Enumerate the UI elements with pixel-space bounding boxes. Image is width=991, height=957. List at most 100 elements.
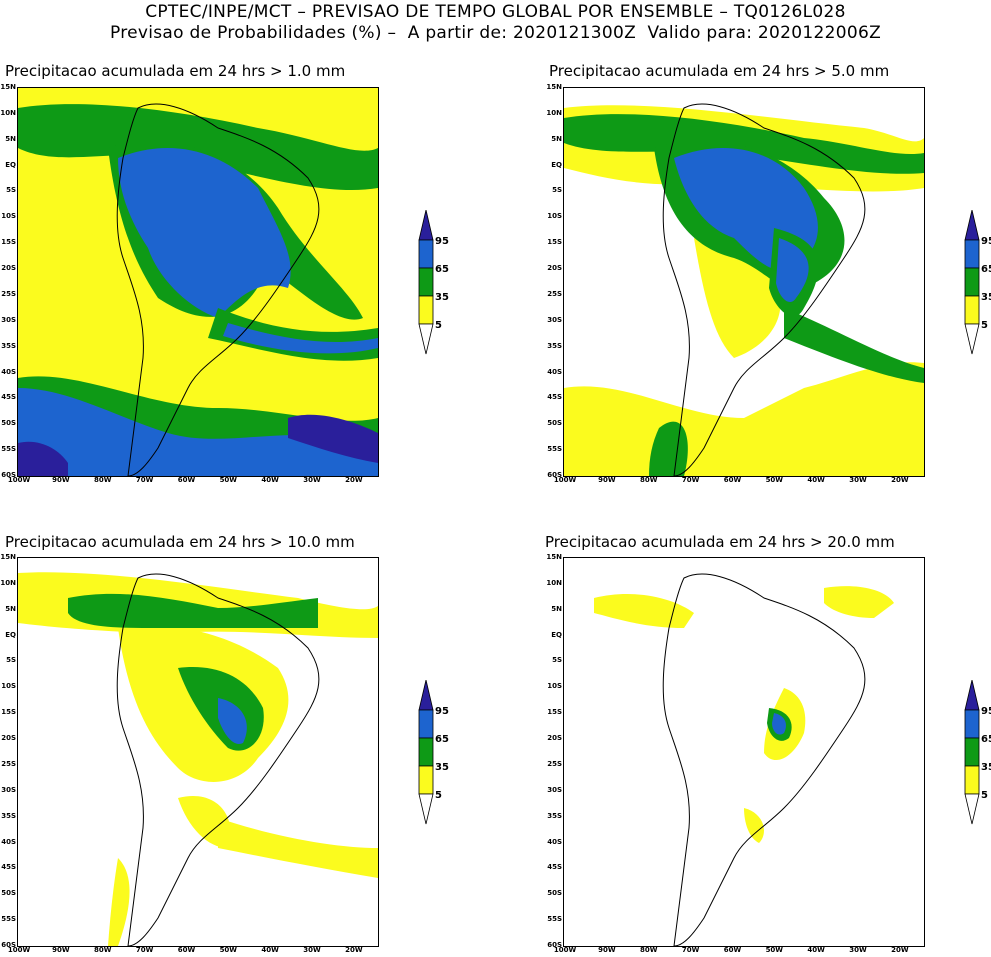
lat-label: 60S — [547, 941, 562, 949]
lat-label: 55S — [1, 915, 16, 924]
probability-area — [744, 808, 764, 843]
lat-label: EQ — [5, 160, 16, 169]
main-title: CPTEC/INPE/MCT – PREVISAO DE TEMPO GLOBA… — [145, 2, 846, 22]
lat-label: 5S — [6, 186, 16, 195]
lat-label: 10N — [0, 108, 16, 117]
colorbar-label: 95 — [981, 236, 991, 247]
lon-label: 40W — [807, 476, 825, 484]
coastline — [116, 573, 320, 946]
colorbar-segment — [418, 295, 434, 325]
probability-area — [18, 104, 378, 191]
colorbar-segment — [418, 680, 434, 711]
colorbar-label: 5 — [435, 790, 442, 801]
lat-label: 15S — [1, 708, 16, 717]
lat-label: 25S — [1, 759, 16, 768]
lon-label: 80W — [639, 476, 658, 484]
probability-area — [178, 796, 231, 848]
lat-label: 30S — [1, 315, 16, 324]
lat-label: 35S — [1, 811, 16, 820]
lon-label: 40W — [261, 476, 279, 484]
coastline — [662, 573, 866, 946]
lat-label: 20S — [1, 264, 16, 273]
lat-label: 50S — [1, 889, 16, 898]
lat-label: 40S — [1, 837, 16, 846]
lat-label: 60S — [1, 471, 16, 479]
lat-label: 35S — [547, 341, 562, 350]
lon-label: 60W — [177, 476, 196, 484]
probability-area — [649, 421, 688, 476]
colorbar-segment — [964, 765, 980, 795]
lon-label: 30W — [849, 946, 867, 954]
colorbar-segment — [418, 793, 434, 825]
lon-label: 40W — [807, 946, 825, 954]
lon-label: 50W — [219, 476, 238, 484]
lat-label: EQ — [551, 160, 562, 169]
probability-area — [288, 414, 378, 463]
probability-area — [18, 388, 378, 476]
lat-label: 10N — [546, 108, 562, 117]
lon-label: 90W — [598, 476, 616, 484]
lat-label: 20S — [1, 734, 16, 743]
lon-label: 30W — [849, 476, 867, 484]
colorbar-segment — [418, 267, 434, 297]
colorbar-segment — [418, 239, 434, 269]
lat-label: 10N — [0, 578, 16, 587]
panel-title-10mm: Precipitacao acumulada em 24 hrs > 10.0 … — [5, 533, 355, 551]
main-subtitle: Previsao de Probabilidades (%) – A parti… — [109, 23, 882, 43]
lon-label: 70W — [681, 946, 700, 954]
colorbar-segment — [418, 323, 434, 355]
lat-label: 40S — [547, 367, 562, 376]
lat-label: 50S — [547, 419, 562, 428]
lat-label: 10S — [1, 212, 16, 221]
probability-area — [118, 148, 291, 318]
colorbar-segment — [964, 295, 980, 325]
coastline — [662, 103, 866, 476]
lat-label: 45S — [547, 863, 562, 872]
lat-label: 55S — [547, 445, 562, 454]
probability-area — [18, 441, 68, 476]
lat-label: 30S — [547, 315, 562, 324]
lon-label: 60W — [177, 946, 196, 954]
lon-label: 70W — [135, 476, 154, 484]
colorbar-segment — [964, 267, 980, 297]
lat-label: 20S — [547, 264, 562, 273]
lat-label: 5S — [6, 656, 16, 665]
map-panel-5mm — [563, 87, 925, 477]
colorbar-label: 5 — [981, 320, 988, 331]
lat-label: 50S — [1, 419, 16, 428]
probability-area — [784, 308, 924, 383]
probability-area — [772, 713, 786, 735]
colorbar-label: 95 — [435, 706, 449, 717]
lon-label: 90W — [598, 946, 616, 954]
lon-label: 100W — [7, 476, 31, 484]
map-canvas — [18, 88, 378, 476]
lat-label: 35S — [1, 341, 16, 350]
lat-label: 15N — [0, 83, 16, 91]
colorbar-label: 65 — [981, 264, 991, 275]
probability-area — [218, 698, 247, 744]
colorbar-segment — [964, 210, 980, 241]
probability-area — [218, 818, 378, 878]
lat-label: 25S — [547, 759, 562, 768]
probability-area — [824, 586, 894, 618]
lat-label: 45S — [1, 393, 16, 402]
lon-label: 100W — [553, 946, 577, 954]
probability-area — [564, 114, 924, 174]
colorbar — [964, 210, 980, 355]
lat-label: 10N — [546, 578, 562, 587]
colorbar-label: 95 — [981, 706, 991, 717]
panel-title-5mm: Precipitacao acumulada em 24 hrs > 5.0 m… — [549, 62, 890, 80]
colorbar-segment — [418, 709, 434, 739]
lat-label: 5N — [5, 134, 16, 143]
colorbar-label: 65 — [435, 734, 449, 745]
lat-label: 20S — [547, 734, 562, 743]
lat-label: 40S — [547, 837, 562, 846]
probability-area — [108, 858, 130, 946]
lon-label: 60W — [723, 946, 742, 954]
lon-label: 20W — [345, 476, 363, 484]
lat-label: 10S — [1, 682, 16, 691]
lat-label: 55S — [547, 915, 562, 924]
probability-area — [776, 238, 809, 303]
lat-label: 15S — [1, 238, 16, 247]
colorbar-label: 65 — [981, 734, 991, 745]
